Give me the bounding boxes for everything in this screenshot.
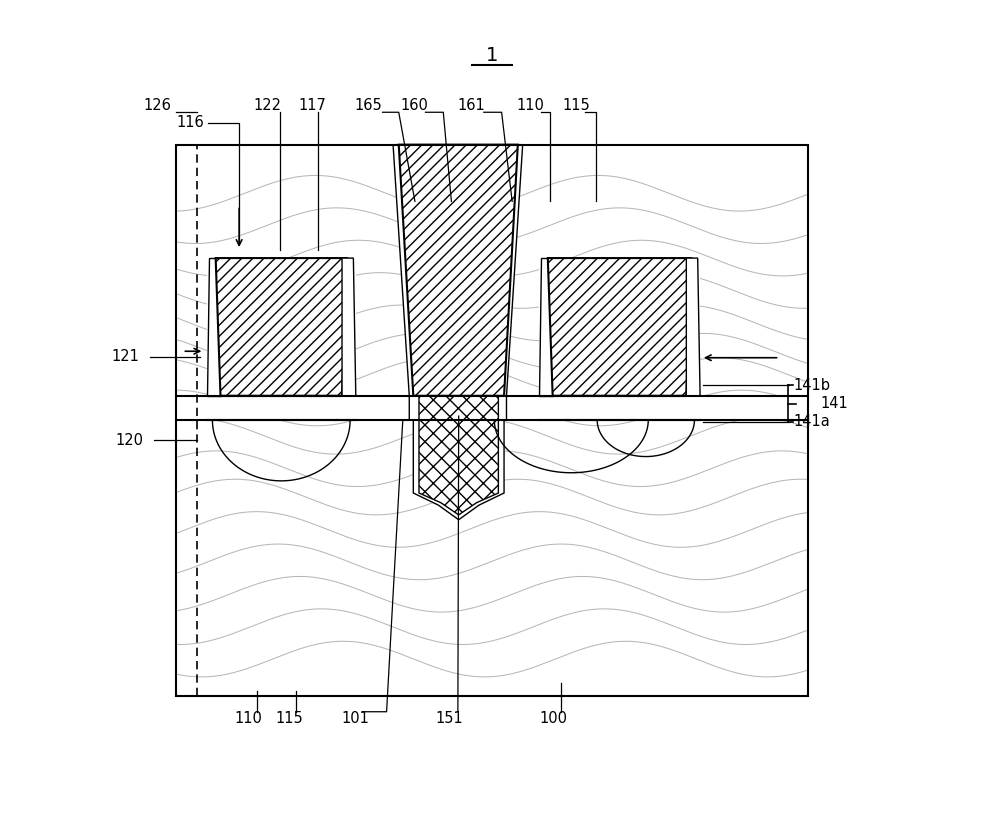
Text: 100: 100 — [539, 711, 567, 726]
Text: 117: 117 — [298, 98, 326, 113]
Text: 120: 120 — [116, 433, 144, 448]
Polygon shape — [399, 145, 518, 396]
Text: 116: 116 — [177, 115, 204, 130]
Bar — [539, 258, 700, 396]
Text: 160: 160 — [400, 98, 428, 113]
Polygon shape — [216, 258, 347, 396]
Text: 1: 1 — [486, 46, 498, 65]
Text: 110: 110 — [516, 98, 544, 113]
Text: 121: 121 — [112, 349, 140, 364]
Text: 122: 122 — [253, 98, 281, 113]
Text: 126: 126 — [143, 98, 171, 113]
Bar — [176, 145, 808, 695]
Polygon shape — [409, 396, 506, 520]
Polygon shape — [393, 145, 523, 396]
Text: 115: 115 — [275, 711, 303, 726]
Text: 161: 161 — [458, 98, 486, 113]
Polygon shape — [548, 258, 691, 396]
Polygon shape — [419, 396, 498, 515]
Bar — [176, 396, 808, 420]
Polygon shape — [539, 258, 553, 396]
Text: 110: 110 — [235, 711, 263, 726]
Polygon shape — [342, 258, 356, 396]
Text: 151: 151 — [435, 711, 463, 726]
Text: 101: 101 — [342, 711, 370, 726]
Text: 165: 165 — [355, 98, 383, 113]
Text: 141: 141 — [820, 396, 848, 411]
Polygon shape — [207, 258, 221, 396]
Text: 141b: 141b — [793, 377, 830, 393]
Polygon shape — [686, 258, 700, 396]
Text: 115: 115 — [562, 98, 590, 113]
Text: 141a: 141a — [793, 414, 830, 429]
Bar — [207, 258, 356, 396]
